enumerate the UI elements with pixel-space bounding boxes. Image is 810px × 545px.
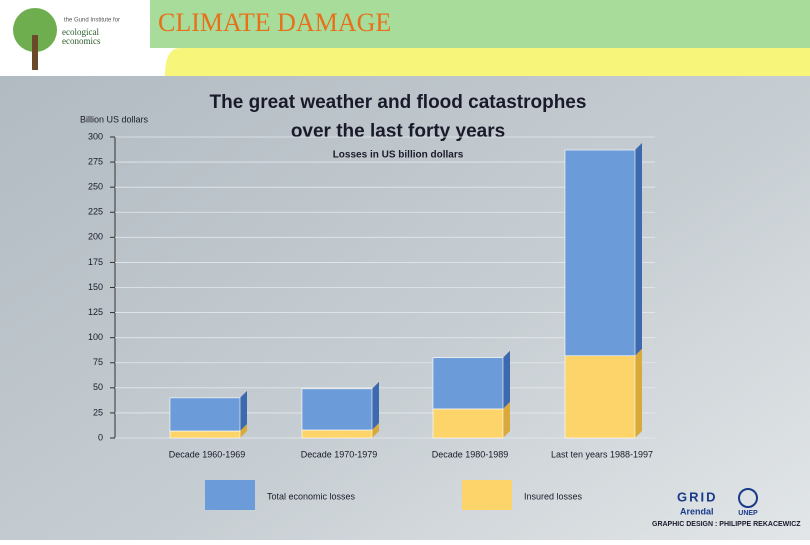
y-tick-label: 0 [98,432,103,442]
logo-small: the Gund Institute for [64,18,120,24]
yellow-band [165,48,810,76]
bar-side [240,390,247,431]
logo-big: ecological economics [62,28,101,46]
bar-segment [169,430,241,439]
bar-segment [564,355,636,439]
y-tick-label: 225 [88,207,103,217]
y-tick-label: 300 [88,131,103,141]
y-tick-label: 250 [88,182,103,192]
grid-logo: GRID [677,489,718,504]
legend-label: Insured losses [524,491,583,501]
x-tick-label: Decade 1960-1969 [169,449,246,459]
legend-swatch [462,480,512,510]
bar-segment [301,388,373,431]
y-tick-label: 175 [88,257,103,267]
y-tick-label: 25 [93,407,103,417]
bar-side [372,422,379,438]
bar-side [240,423,247,438]
bar-segment [169,397,241,432]
y-tick-label: 275 [88,156,103,166]
logo-tree [13,8,57,52]
bar-side [503,401,510,438]
x-tick-label: Decade 1980-1989 [432,449,509,459]
bar-segment [432,357,504,410]
bar-side [635,348,642,438]
bar-side [635,143,642,356]
bar-side [372,381,379,430]
logo-trunk [32,35,38,70]
y-tick-label: 75 [93,357,103,367]
x-tick-label: Last ten years 1988-1997 [551,449,653,459]
legend-swatch [205,480,255,510]
legend-label: Total economic losses [267,491,356,501]
bar-segment [432,408,504,439]
y-tick-label: 100 [88,332,103,342]
x-tick-label: Decade 1970-1979 [301,449,378,459]
arendal: Arendal [680,506,714,516]
chart-title: The great weather and flood catastrophes [210,92,587,113]
logo-box: ecological economics [62,28,101,46]
bar-segment [564,149,636,357]
slide-title: CLIMATE DAMAGE [158,8,391,37]
green-band [150,0,810,48]
chart-title-2: over the last forty years [291,121,505,142]
unep: UNEP [738,510,758,517]
y-tick-label: 150 [88,282,103,292]
y-tick-label: 200 [88,232,103,242]
bar-segment [301,429,373,439]
unep-logo [738,488,758,508]
y-tick-label: 50 [93,382,103,392]
chart-subtitle: Losses in US billion dollars [333,150,464,161]
credit: GRAPHIC DESIGN : PHILIPPE REKACEWICZ [652,521,801,528]
bar-side [503,350,510,409]
y-axis-label: Billion US dollars [80,114,149,124]
y-tick-label: 125 [88,307,103,317]
